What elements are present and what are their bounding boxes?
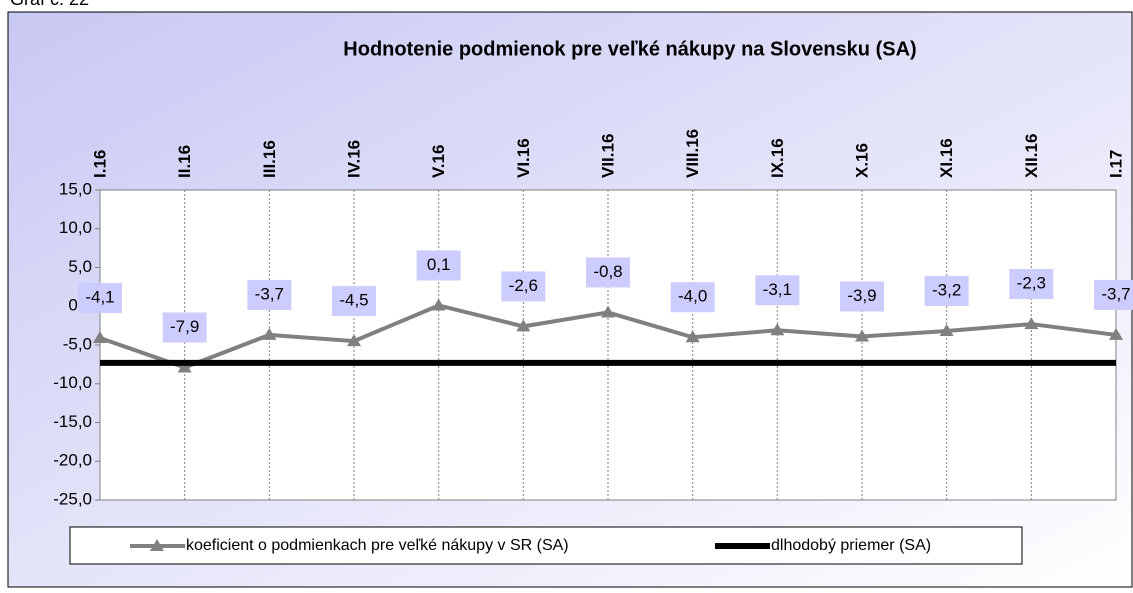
- data-label-box: [416, 250, 461, 281]
- y-tick-label: -20,0: [53, 451, 92, 470]
- data-label: -3,9: [847, 286, 876, 305]
- x-tick-label: XI.16: [937, 138, 956, 178]
- legend-label: dlhodobý priemer (SA): [771, 537, 931, 554]
- marker: [770, 323, 785, 336]
- y-tick-label: 15,0: [59, 179, 92, 198]
- marker: [685, 330, 700, 343]
- x-tick-label: VI.16: [514, 138, 533, 178]
- y-tick-label: 5,0: [68, 257, 92, 276]
- y-tick-label: 10,0: [59, 218, 92, 237]
- marker: [262, 327, 277, 340]
- x-tick-label: IV.16: [344, 140, 363, 178]
- marker: [431, 298, 446, 311]
- x-tick-label: II.16: [175, 145, 194, 178]
- data-label-box: [162, 312, 207, 343]
- data-label-box: [755, 275, 800, 306]
- data-label: -2,6: [509, 276, 538, 295]
- data-label: -4,0: [678, 287, 707, 306]
- legend: [69, 526, 1023, 565]
- plot-area: [99, 189, 1117, 501]
- y-tick-label: -15,0: [53, 412, 92, 431]
- x-tick-label: V.16: [429, 145, 448, 178]
- data-label-box: [78, 283, 122, 314]
- x-tick-label: XII.16: [1022, 134, 1041, 178]
- marker: [347, 334, 361, 347]
- marker: [93, 331, 107, 344]
- data-label: -2,3: [1017, 274, 1046, 293]
- x-tick-label: III.16: [260, 140, 279, 178]
- legend-marker: [150, 539, 164, 551]
- data-label: -7,9: [170, 317, 199, 336]
- data-label-box: [670, 282, 715, 313]
- data-label: -0,8: [593, 262, 622, 281]
- data-label: -4,5: [339, 291, 368, 310]
- data-label-box: [1009, 269, 1054, 300]
- x-tick-label: I.16: [90, 150, 109, 178]
- y-tick-label: -5,0: [63, 334, 92, 353]
- data-label: -3,1: [763, 280, 792, 299]
- data-label-box: [840, 281, 884, 312]
- x-tick-label: VIII.16: [683, 129, 702, 178]
- data-label-box: [501, 271, 546, 302]
- data-label-box: [586, 257, 630, 288]
- y-tick-label: -10,0: [53, 373, 92, 392]
- marker: [516, 319, 531, 332]
- marker: [855, 329, 869, 342]
- marker: [601, 305, 615, 318]
- legend-label: koeficient o podmienkach pre veľké nákup…: [186, 537, 569, 554]
- data-label: -4,1: [85, 288, 114, 307]
- marker: [1109, 327, 1123, 340]
- x-tick-label: I.17: [1106, 150, 1125, 178]
- data-label-box: [1094, 279, 1133, 310]
- caption: Graf č. 22: [10, 0, 89, 9]
- marker: [1024, 317, 1039, 330]
- data-label-box: [247, 279, 292, 310]
- x-tick-label: IX.16: [768, 138, 787, 178]
- y-tick-label: -25,0: [53, 489, 92, 508]
- data-label-box: [924, 276, 969, 307]
- marker: [939, 324, 954, 337]
- marker: [177, 360, 192, 373]
- data-label: -3,7: [255, 284, 284, 303]
- data-label: 0,1: [427, 255, 451, 274]
- data-label: -3,2: [932, 281, 961, 300]
- data-label: -3,7: [1101, 284, 1130, 303]
- x-tick-label: VII.16: [598, 134, 617, 178]
- chart-title: Hodnotenie podmienok pre veľké nákupy na…: [343, 38, 916, 60]
- x-tick-label: X.16: [852, 143, 871, 178]
- data-label-box: [332, 286, 376, 317]
